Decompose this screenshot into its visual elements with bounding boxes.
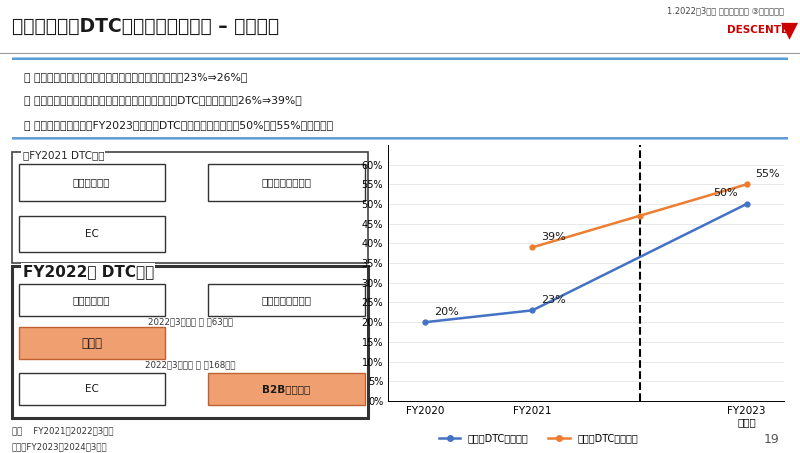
Text: 百貨店: 百貨店 bbox=[82, 337, 102, 350]
—（旧）DTC構成比率 bbox=[528, 308, 538, 313]
Text: アウトレット店舗: アウトレット店舗 bbox=[262, 178, 311, 188]
—（新）DTC構成比率 bbox=[742, 182, 751, 187]
Text: EC: EC bbox=[85, 229, 98, 239]
FancyBboxPatch shape bbox=[12, 266, 368, 418]
Text: 日本におけるDTC構成比率について – 定義変更: 日本におけるDTC構成比率について – 定義変更 bbox=[12, 17, 279, 36]
—（旧）DTC構成比率 bbox=[421, 319, 430, 325]
Bar bbox=[19, 328, 165, 360]
Text: 2022年3月現在 ー 計168店舗: 2022年3月現在 ー 計168店舗 bbox=[145, 361, 235, 370]
Text: 55%: 55% bbox=[755, 169, 779, 179]
Text: ～FY2021 DTC構成: ～FY2021 DTC構成 bbox=[22, 149, 104, 160]
Text: DESCENTE: DESCENTE bbox=[727, 25, 788, 35]
Text: プロパー店舗: プロパー店舗 bbox=[73, 295, 110, 305]
Text: 2022年3月現在 ー 計63店舗: 2022年3月現在 ー 計63店舗 bbox=[147, 318, 233, 326]
Text: FY2022～ DTC構成: FY2022～ DTC構成 bbox=[22, 264, 154, 279]
—（旧）DTC構成比率 bbox=[742, 201, 751, 207]
—（新）DTC構成比率 bbox=[634, 213, 644, 218]
Text: EC: EC bbox=[85, 384, 98, 394]
—（新）DTC構成比率 bbox=[528, 245, 538, 250]
Legend: （旧）DTC構成比率, （新）DTC構成比率: （旧）DTC構成比率, （新）DTC構成比率 bbox=[435, 429, 642, 447]
Text: 注：    FY2021＝2022年3月期: 注： FY2021＝2022年3月期 bbox=[12, 426, 113, 435]
Text: ・ 構成比率計算のベースは国内物販売上のみに変更（23%⇒26%）: ・ 構成比率計算のベースは国内物販売上のみに変更（23%⇒26%） bbox=[24, 72, 247, 82]
Text: ▼: ▼ bbox=[782, 20, 798, 40]
Text: FY2023＝2024年3月期: FY2023＝2024年3月期 bbox=[12, 442, 107, 451]
Text: ・ 顧客・在庫管理を内製化したことから一部流通をDTC流通に追加（26%⇒39%）: ・ 顧客・在庫管理を内製化したことから一部流通をDTC流通に追加（26%⇒39%… bbox=[24, 95, 302, 105]
Bar bbox=[19, 284, 165, 316]
Bar bbox=[19, 373, 165, 405]
Bar bbox=[208, 284, 365, 316]
Text: 19: 19 bbox=[764, 433, 780, 446]
Text: プロパー店舗: プロパー店舗 bbox=[73, 178, 110, 188]
Bar bbox=[208, 373, 365, 405]
Text: ・ 上記の変更により、FY2023におけるDTC構成比率の目標値を50%から55%に引き上げ: ・ 上記の変更により、FY2023におけるDTC構成比率の目標値を50%から55… bbox=[24, 120, 333, 130]
Text: 23%: 23% bbox=[541, 295, 566, 305]
Bar bbox=[19, 216, 165, 252]
Text: アウトレット店舗: アウトレット店舗 bbox=[262, 295, 311, 305]
Line: —（旧）DTC構成比率: —（旧）DTC構成比率 bbox=[423, 202, 749, 325]
Text: 1.2022年3月期 決算について ③店舗数推移: 1.2022年3月期 決算について ③店舗数推移 bbox=[667, 6, 784, 15]
Bar bbox=[19, 164, 165, 201]
Bar bbox=[208, 164, 365, 201]
Text: 39%: 39% bbox=[541, 232, 566, 242]
Line: —（新）DTC構成比率: —（新）DTC構成比率 bbox=[530, 182, 749, 250]
FancyBboxPatch shape bbox=[4, 59, 794, 138]
Text: 50%: 50% bbox=[714, 188, 738, 198]
FancyBboxPatch shape bbox=[12, 152, 368, 263]
Text: B2B・その他: B2B・その他 bbox=[262, 384, 310, 394]
Text: 20%: 20% bbox=[434, 307, 458, 317]
